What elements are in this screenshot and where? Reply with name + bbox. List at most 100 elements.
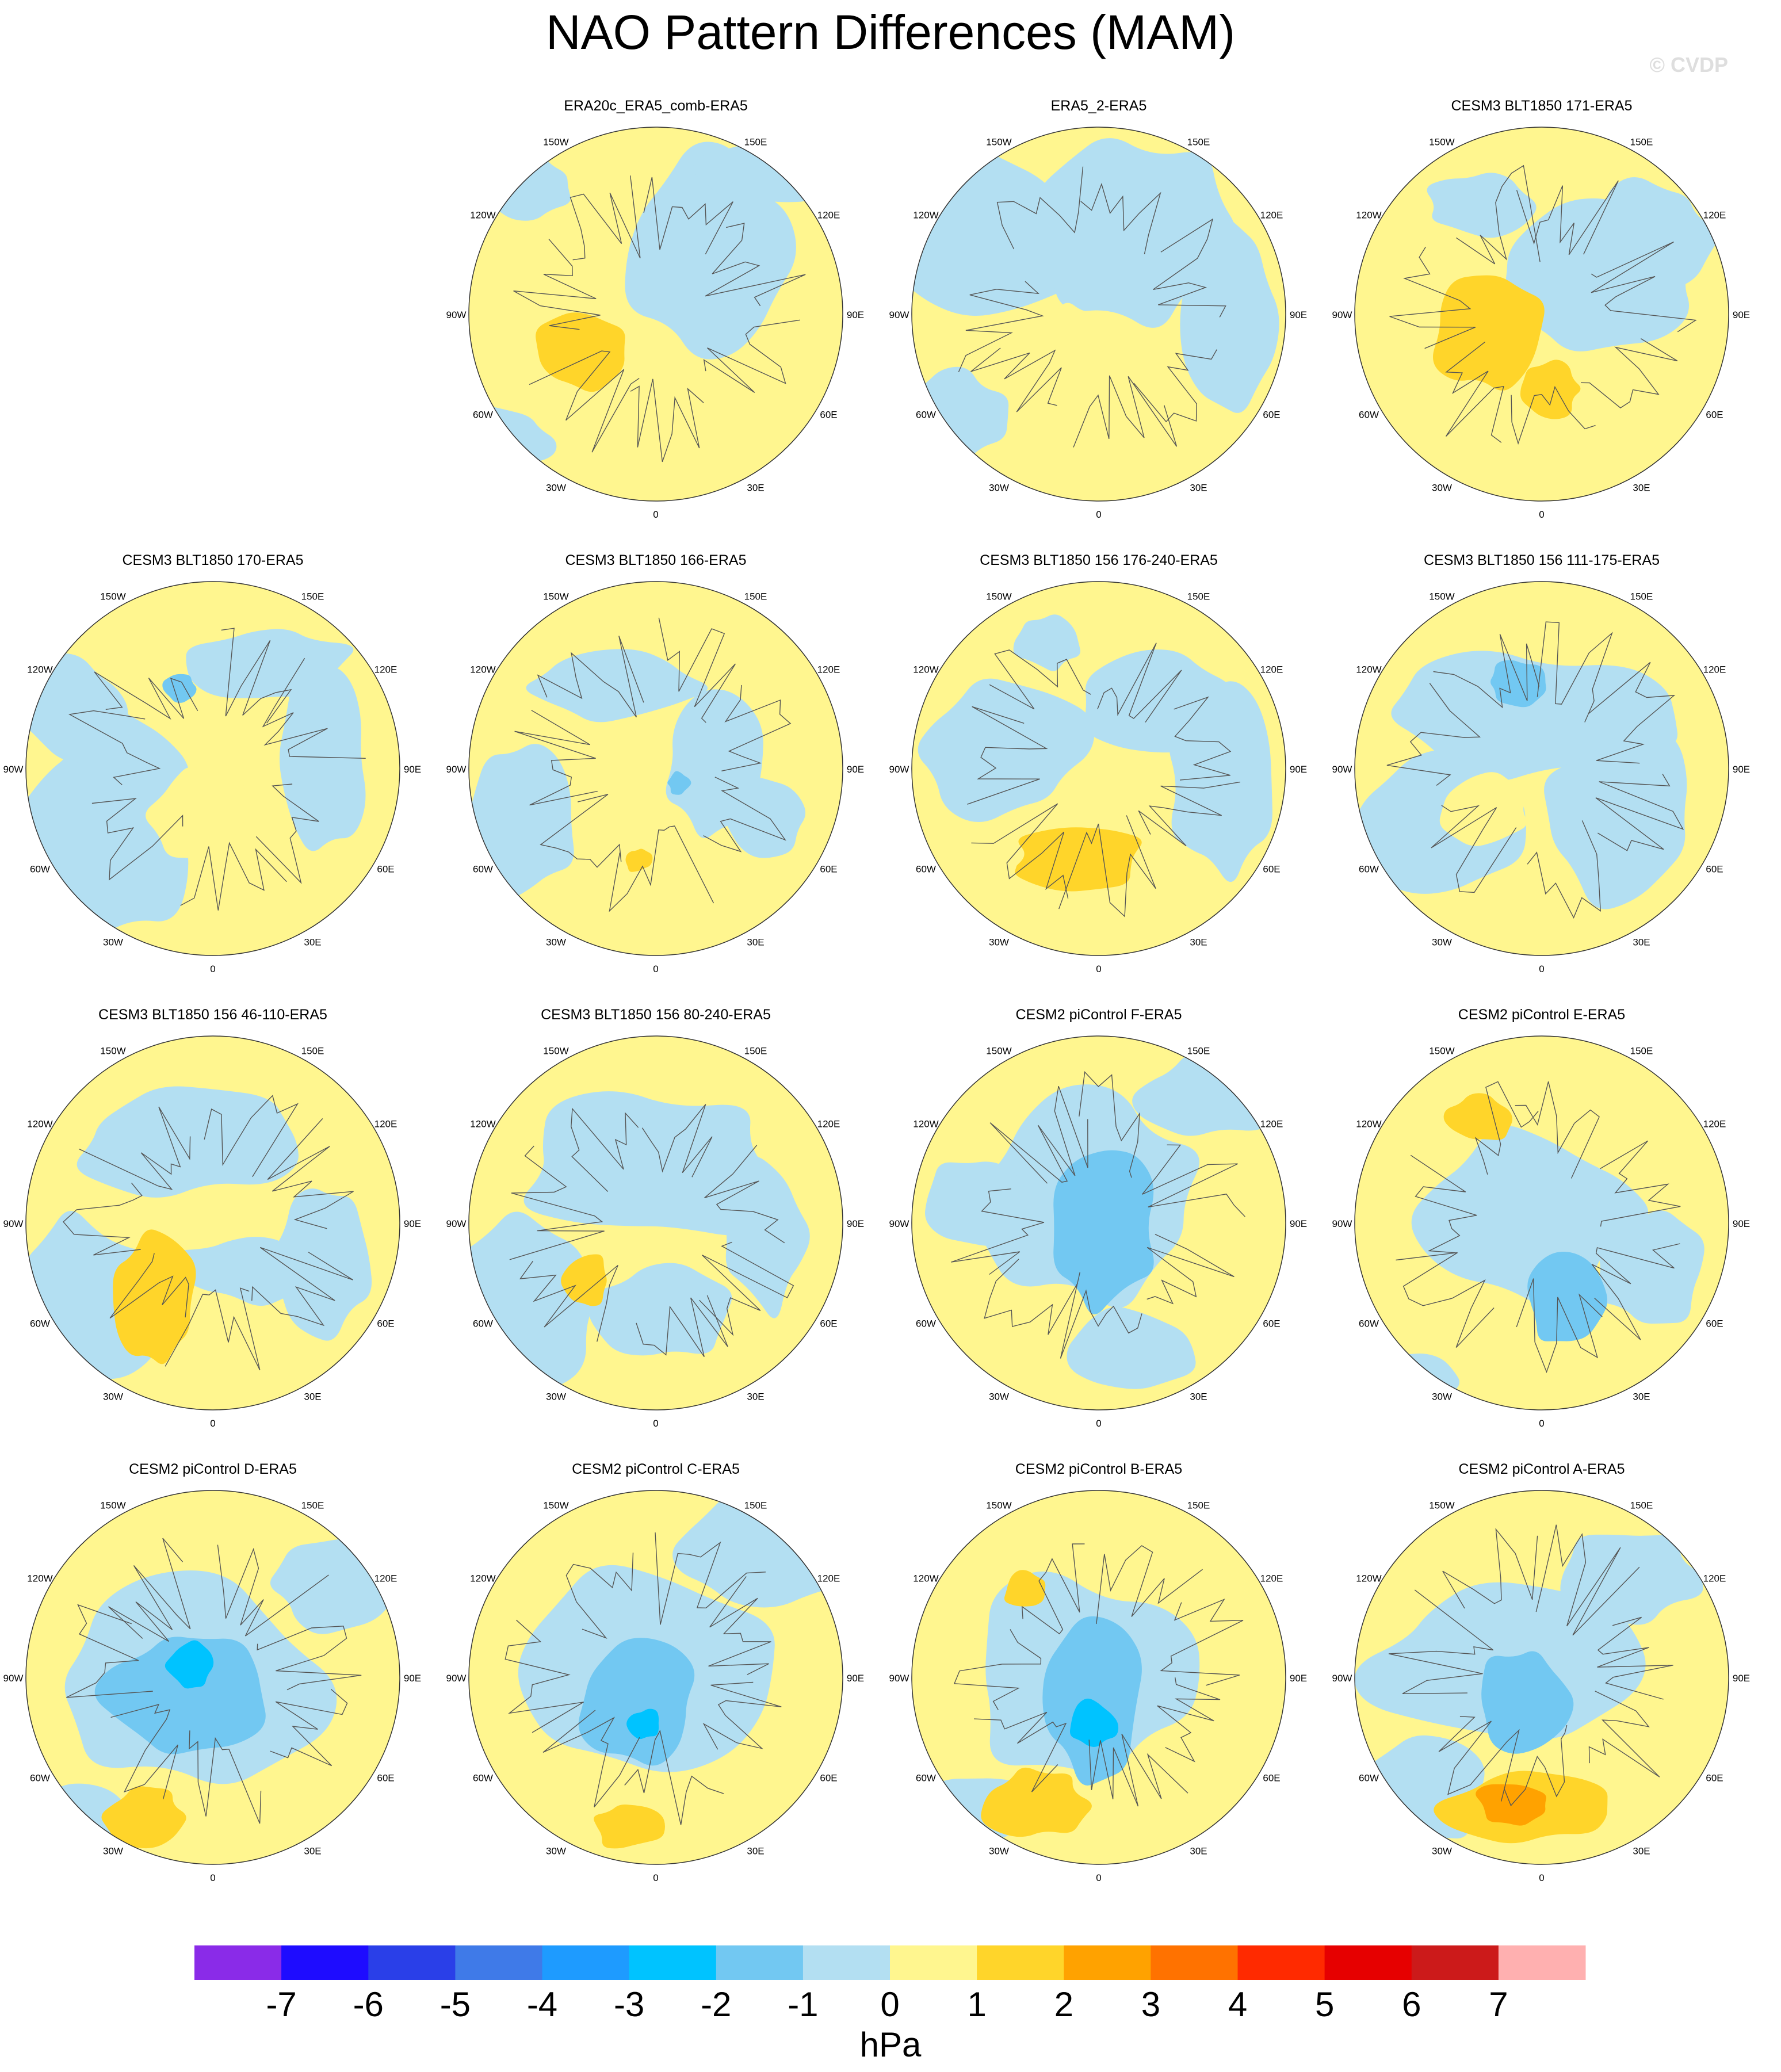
longitude-label: 30E: [304, 1391, 321, 1402]
anomaly-contour: [1014, 827, 1142, 892]
longitude-label: 30E: [747, 483, 764, 494]
longitude-label: 0: [210, 1872, 215, 1883]
longitude-label: 120E: [374, 1573, 398, 1584]
coastlines: [509, 1104, 794, 1358]
anomaly-contour: [1596, 1210, 1704, 1324]
longitude-label: 150W: [543, 1046, 568, 1057]
polar-map: 180 150E 120E 90E 60E 30E 0 30W 60W 90W 120W 150W: [3, 573, 422, 974]
longitude-label: 180: [205, 1027, 221, 1030]
longitude-label: 150W: [543, 137, 568, 148]
longitude-label: 150E: [744, 137, 767, 148]
longitude-label: 30E: [1190, 1846, 1207, 1857]
anomaly-contour: [561, 1254, 607, 1306]
longitude-label: 150E: [1187, 137, 1210, 148]
coastlines: [505, 1532, 782, 1825]
longitude-label: 60W: [473, 1318, 493, 1329]
longitude-label: 30W: [103, 1846, 123, 1857]
longitude-label: 60E: [820, 410, 837, 420]
map-boundary: [1354, 1490, 1729, 1865]
colorbar-tick-label: -6: [353, 1985, 384, 2024]
longitude-label: 60E: [820, 1318, 837, 1329]
polar-map: 180 150E 120E 90E 60E 30E 0 30W 60W 90W 120W 150W: [446, 118, 865, 520]
longitude-label: 90E: [847, 1673, 864, 1684]
longitude-label: 150W: [1429, 1500, 1454, 1511]
map-panel: CESM3 BLT1850 156 46-110-ERA5 180 150E 120E…: [0, 1007, 426, 1450]
map-panel: CESM2 piControl D-ERA5 180 150E 120E 90E 60E 3…: [0, 1461, 426, 1904]
longitude-label: 120W: [27, 1119, 52, 1130]
longitude-label: 120W: [470, 210, 495, 221]
longitude-label: 30E: [1633, 483, 1650, 494]
map-panel: CESM3 BLT1850 166-ERA5 180 150E 120E 90E 60E 3…: [443, 552, 869, 995]
longitude-label: 90W: [1332, 764, 1352, 775]
longitude-label: 90E: [1290, 1673, 1307, 1684]
longitude-label: 60W: [30, 1318, 50, 1329]
longitude-label: 60E: [1706, 1318, 1723, 1329]
longitude-label: 120W: [913, 1119, 938, 1130]
longitude-label: 90E: [1290, 764, 1307, 775]
anomaly-contour: [1053, 1150, 1154, 1314]
longitude-label: 120E: [817, 1573, 840, 1584]
coastlines: [1386, 621, 1684, 919]
anomaly-contour: [925, 1161, 1029, 1247]
longitude-label: 90W: [1332, 309, 1352, 320]
longitude-label: 30W: [546, 937, 566, 948]
longitude-label: 30E: [1190, 937, 1207, 948]
coastlines: [958, 166, 1226, 448]
panel-title: CESM3 BLT1850 166-ERA5: [565, 552, 747, 568]
anomaly-contour: [918, 678, 1095, 823]
anomaly-contour: [1520, 360, 1581, 419]
anomaly-contour: [26, 702, 190, 934]
longitude-label: 120E: [1703, 664, 1726, 675]
longitude-label: 60W: [1359, 410, 1379, 420]
longitude-label: 150E: [1187, 1500, 1210, 1511]
colorbar-units: hPa: [859, 2025, 922, 2064]
polar-map: 180 150E 120E 90E 60E 30E 0 30W 60W 90W 120W 150W: [1332, 118, 1751, 520]
anomaly-contour: [165, 1640, 214, 1689]
anomaly-contour: [625, 848, 653, 872]
anomaly-contour: [526, 649, 708, 722]
longitude-label: 0: [1096, 1872, 1101, 1883]
longitude-label: 60W: [473, 410, 493, 420]
anomaly-contour: [1069, 1698, 1119, 1747]
longitude-label: 60E: [1706, 1773, 1723, 1784]
longitude-label: 120E: [374, 664, 398, 675]
longitude-label: 120W: [27, 664, 52, 675]
polar-map: 180 150E 120E 90E 60E 30E 0 30W 60W 90W 120W 150W: [1332, 1027, 1751, 1429]
anomaly-contour: [523, 1091, 770, 1236]
figure-title: NAO Pattern Differences (MAM): [545, 5, 1236, 59]
longitude-label: 150W: [543, 591, 568, 602]
longitude-label: 120E: [1703, 1119, 1726, 1130]
longitude-label: 120W: [27, 1573, 52, 1584]
longitude-label: 30E: [747, 937, 764, 948]
anomaly-contour: [1180, 216, 1279, 413]
longitude-label: 60E: [1263, 1773, 1280, 1784]
longitude-label: 0: [653, 1872, 658, 1883]
longitude-label: 90W: [889, 1673, 909, 1684]
longitude-label: 120W: [470, 664, 495, 675]
longitude-label: 30E: [1633, 1391, 1650, 1402]
longitude-label: 180: [1091, 1027, 1107, 1030]
map-boundary: [911, 127, 1286, 502]
longitude-label: 150E: [1630, 137, 1653, 148]
longitude-label: 60W: [473, 1773, 493, 1784]
map-boundary: [25, 581, 400, 956]
anomaly-contour: [1581, 177, 1718, 290]
longitude-label: 180: [1091, 1482, 1107, 1484]
longitude-label: 90E: [847, 1218, 864, 1229]
anomaly-contour: [724, 778, 806, 858]
longitude-label: 90E: [404, 1218, 421, 1229]
coastlines: [967, 643, 1241, 918]
map-panel: CESM3 BLT1850 170-ERA5 180 150E 120E 90E 60E 3…: [0, 552, 426, 995]
longitude-label: 90W: [889, 1218, 909, 1229]
anomaly-contour: [279, 667, 366, 851]
coastlines: [1388, 1524, 1673, 1807]
panel-title: CESM3 BLT1850 156 111-175-ERA5: [1424, 552, 1660, 568]
longitude-label: 120W: [913, 210, 938, 221]
anomaly-contour: [1031, 138, 1236, 328]
anomaly-contour: [723, 1156, 810, 1318]
anomaly-contour: [981, 1767, 1092, 1837]
longitude-label: 60W: [1359, 1773, 1379, 1784]
anomaly-contour: [1013, 614, 1081, 671]
colorbar-tick-label: 3: [1141, 1985, 1161, 2024]
longitude-label: 60E: [377, 1318, 394, 1329]
